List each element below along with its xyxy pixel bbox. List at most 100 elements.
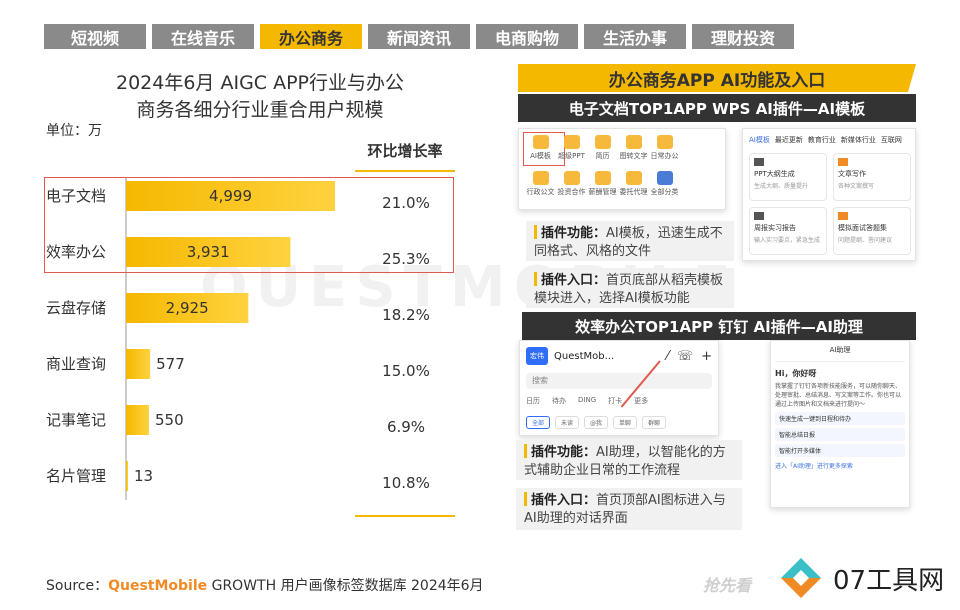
grid-item[interactable]: 行政公文 — [525, 171, 556, 197]
bar-chart: 电子文档 4,999 21.0% 效率办公 3,931 25.3% 云盘存储 2,925 18.… — [46, 178, 430, 500]
growth-label: 25.3% — [382, 250, 430, 268]
org-name[interactable]: QuestMob... — [554, 350, 615, 362]
agency-icon — [625, 171, 642, 185]
growth-bottom-rule — [355, 515, 455, 517]
report-icon — [754, 212, 764, 220]
calendar-action[interactable]: 日历 — [526, 397, 540, 405]
search-input[interactable]: 搜索 — [526, 373, 712, 389]
category-label: 记事笔记 — [46, 411, 106, 429]
tab-office-business[interactable]: 办公商务 — [260, 24, 362, 49]
grid-item — [680, 135, 711, 161]
filter-mention[interactable]: @我 — [584, 416, 609, 429]
chat-option[interactable]: 快速生成一键到日程和待办 — [775, 412, 905, 425]
phone-icon[interactable]: ☏ — [676, 348, 694, 364]
growth-label: 6.9% — [387, 418, 425, 436]
chart-title-line1: 2024年6月 AIGC APP行业与办公 — [115, 72, 405, 94]
template-card[interactable]: 周报实习报告 输入实习要点，紧急生成 — [749, 207, 827, 255]
wps-entry-note: 插件入口：首页底部从稻壳模板模块进入，选择AI模板功能 — [526, 268, 734, 308]
grid-item[interactable]: 图转文字 — [618, 135, 649, 161]
resume-icon — [594, 135, 611, 149]
tab-recent[interactable]: 最近更新 — [774, 136, 803, 144]
avatar[interactable]: 宏伟 — [526, 347, 548, 365]
corner-stamp: 抢先看 — [703, 576, 752, 595]
dingtalk-ai-chat-screenshot: AI助理 Hi，你好呀 我掌握了钉钉各项新技能服务，可以随你聊天、处理审批、总结… — [770, 340, 910, 508]
chat-greeting: Hi，你好呀 — [775, 369, 817, 378]
value-label: 4,999 — [209, 187, 252, 205]
message-filters: 全部 未读 @我 单聊 群聊 — [526, 416, 712, 429]
chat-option[interactable]: 智能总结日报 — [775, 428, 905, 441]
all-categories-icon — [656, 171, 673, 185]
tab-short-video[interactable]: 短视频 — [44, 24, 146, 49]
checkin-action[interactable]: 打卡 — [608, 397, 623, 405]
category-label: 商业查询 — [46, 355, 106, 373]
tab-education[interactable]: 教育行业 — [807, 136, 836, 144]
grid-item[interactable]: 简历 — [587, 135, 618, 161]
chart-title-line2: 商务各细分行业重合用户规模 — [136, 99, 384, 121]
grid-item[interactable]: 薪酬管理 — [587, 171, 618, 197]
dingtalk-header: 效率办公TOP1APP 钉钉 AI插件—AI助理 — [522, 312, 916, 340]
ding-action[interactable]: DING — [578, 396, 597, 404]
value-label: 550 — [155, 411, 184, 429]
more-action[interactable]: 更多 — [634, 397, 649, 405]
grid-item[interactable]: 投资合作 — [556, 171, 587, 197]
tab-news[interactable]: 新闻资讯 — [368, 24, 470, 49]
bar — [126, 237, 291, 267]
category-label: 名片管理 — [46, 467, 106, 485]
chat-option[interactable]: 智能打开多媒体 — [775, 444, 905, 457]
category-label: 云盘存储 — [46, 299, 106, 317]
grid-item[interactable]: 全部分类 — [649, 171, 680, 197]
filter-single[interactable]: 单聊 — [613, 416, 638, 429]
plus-icon[interactable]: + — [701, 348, 712, 364]
growth-label: 18.2% — [382, 306, 430, 324]
tab-life-services[interactable]: 生活办事 — [584, 24, 686, 49]
tab-online-music[interactable]: 在线音乐 — [152, 24, 254, 49]
bar — [126, 181, 336, 211]
tab-internet[interactable]: 互联网 — [880, 136, 902, 144]
unit-label: 单位：万 — [46, 123, 102, 139]
ai-template-selection — [523, 132, 565, 166]
tab-ai-template[interactable]: AI模板 — [749, 136, 770, 144]
filter-unread[interactable]: 未读 — [555, 416, 580, 429]
grid-item[interactable]: 日常办公 — [649, 135, 680, 161]
logo-mark-icon — [781, 558, 821, 598]
grid-item[interactable]: 委托代理 — [618, 171, 649, 197]
template-cards: PPT大纲生成 生成大纲、质量提升 文章写作 各种文案撰写 周报实习报告 输入实习要点… — [749, 153, 911, 255]
wps-function-note: 插件功能：AI模板，迅速生成不同格式、风格的文件 — [526, 221, 734, 261]
grid-item[interactable]: 超级PPT — [556, 135, 587, 161]
value-label: 3,931 — [187, 243, 230, 261]
brand-name: QuestMobile — [108, 578, 208, 594]
tab-new-media[interactable]: 新媒体行业 — [840, 136, 876, 144]
investment-icon — [563, 171, 580, 185]
bar — [126, 405, 149, 435]
bar — [126, 461, 128, 491]
highlight-box — [44, 177, 454, 273]
template-card[interactable]: 模拟面试答题集 问题提纲、答问建议 — [833, 207, 911, 255]
tab-finance[interactable]: 理财投资 — [692, 24, 794, 49]
template-card[interactable]: 文章写作 各种文案撰写 — [833, 153, 911, 201]
interview-icon — [838, 212, 848, 220]
ai-chat: AI助理 Hi，你好呀 我掌握了钉钉各项新技能服务，可以随你聊天、处理审批、总结… — [775, 345, 905, 503]
chat-footer-link[interactable]: 进入「AI助理」进行更多探索 — [775, 463, 853, 470]
source-note: Source：QuestMobile GROWTH 用户画像标签数据库 2024… — [46, 578, 484, 594]
dingtalk-entry-note: 插件入口：首页顶部AI图标进入与AI助理的对话界面 — [516, 488, 742, 530]
bar — [126, 349, 151, 379]
category-label: 电子文档 — [46, 187, 106, 205]
template-card[interactable]: PPT大纲生成 生成大纲、质量提升 — [749, 153, 827, 201]
todo-action[interactable]: 待办 — [552, 397, 566, 405]
ai-template-icon — [532, 135, 549, 149]
salary-icon — [594, 171, 611, 185]
filter-all[interactable]: 全部 — [526, 416, 551, 429]
document-icon — [532, 171, 549, 185]
category-tabs: 短视频 在线音乐 办公商务 新闻资讯 电商购物 生活办事 理财投资 — [44, 24, 794, 49]
growth-label: 15.0% — [382, 362, 430, 380]
growth-header: 环比增长率 — [367, 142, 443, 160]
topbar-icons: ⁄ ☏ + — [667, 349, 712, 364]
wps-grid: AI模板 超级PPT 简历 图转文字 日常办公 行政公文 投资合作 薪酬管理 委… — [525, 135, 711, 197]
grid-item[interactable]: AI模板 — [525, 135, 556, 161]
tab-ecommerce[interactable]: 电商购物 — [476, 24, 578, 49]
logo-text: 07工具网 — [833, 565, 945, 596]
ppt-icon — [754, 158, 764, 166]
ai-assistant-icon[interactable]: ⁄ — [666, 348, 669, 364]
filter-group[interactable]: 群聊 — [642, 416, 667, 429]
image-to-text-icon — [625, 135, 642, 149]
